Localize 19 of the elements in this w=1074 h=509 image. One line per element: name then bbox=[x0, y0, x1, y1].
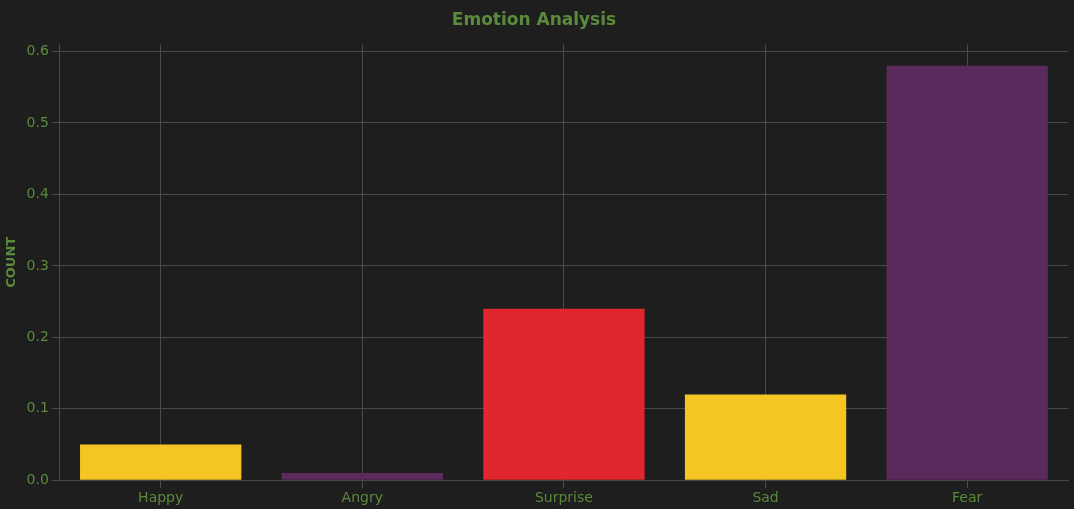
bar bbox=[886, 65, 1048, 480]
y-tick-label: 0.4 bbox=[26, 185, 49, 202]
y-tick-label: 0.0 bbox=[26, 470, 49, 487]
x-tick-label: Angry bbox=[341, 489, 383, 506]
y-tick-label: 0.1 bbox=[26, 399, 49, 416]
x-tick-label: Sad bbox=[752, 489, 779, 506]
x-tick-label: Fear bbox=[952, 489, 983, 506]
bar bbox=[483, 308, 645, 480]
y-tick-label: 0.5 bbox=[26, 113, 49, 130]
bar bbox=[80, 444, 242, 480]
y-tick-label: 0.6 bbox=[26, 42, 49, 59]
bar bbox=[281, 473, 443, 480]
bar bbox=[684, 394, 847, 480]
y-tick-label: 0.2 bbox=[26, 327, 49, 344]
x-tick-label: Surprise bbox=[534, 489, 593, 506]
chart-title: Emotion Analysis bbox=[451, 8, 617, 29]
x-tick-label: Happy bbox=[138, 489, 184, 506]
y-tick-label: 0.3 bbox=[26, 256, 49, 273]
y-axis-title: COUNT bbox=[3, 236, 19, 288]
